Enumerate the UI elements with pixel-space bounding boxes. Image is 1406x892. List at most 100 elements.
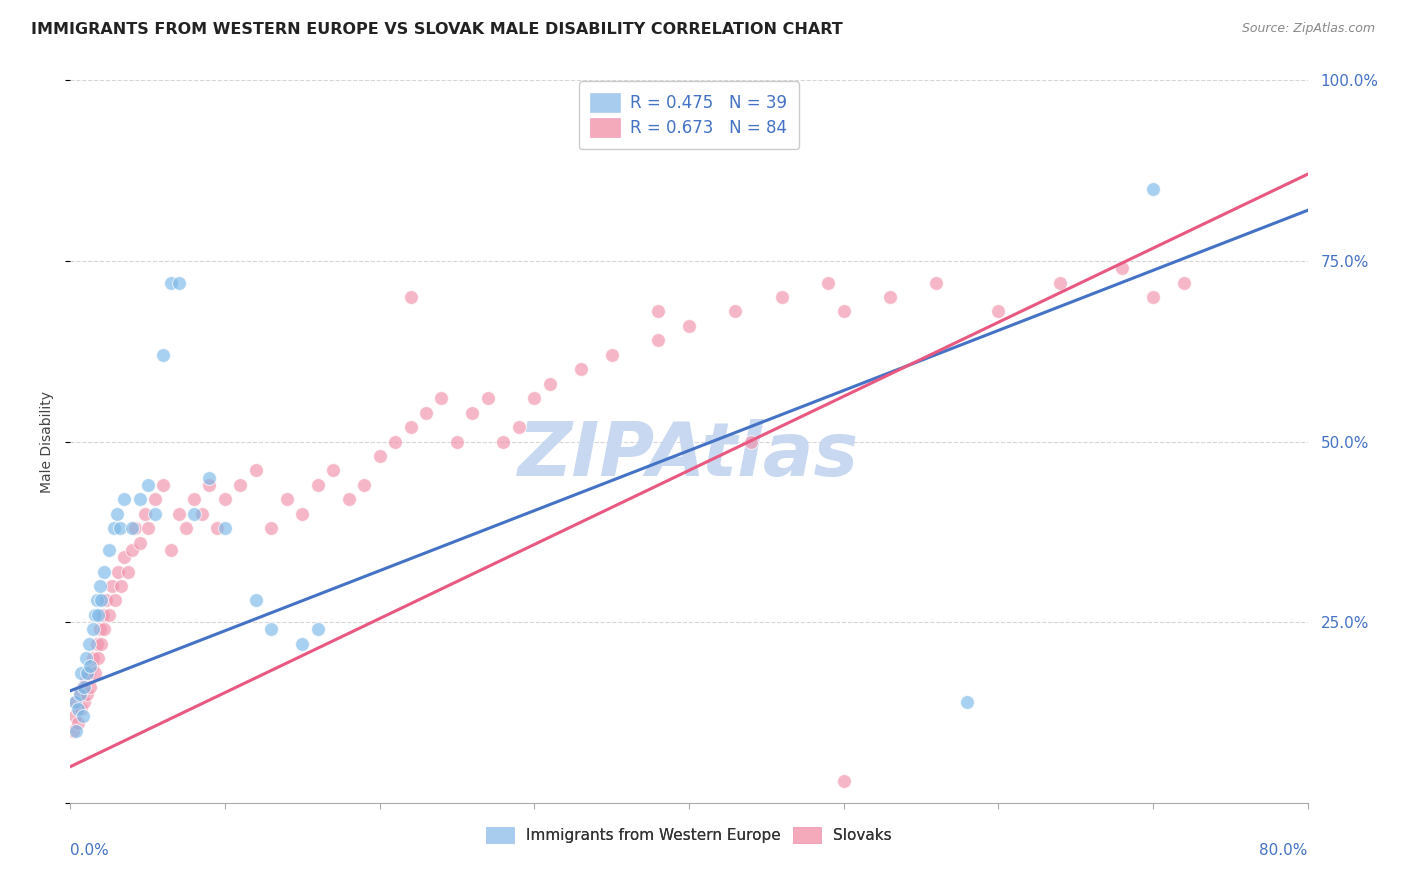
Point xyxy=(214,492,236,507)
Point xyxy=(214,521,236,535)
Point xyxy=(98,542,120,557)
Point xyxy=(69,687,91,701)
Point xyxy=(79,680,101,694)
Point xyxy=(430,391,453,405)
Point xyxy=(90,637,112,651)
Point xyxy=(245,593,267,607)
Point xyxy=(72,680,94,694)
Point xyxy=(260,521,283,535)
Point xyxy=(105,507,128,521)
Text: 80.0%: 80.0% xyxy=(1260,843,1308,857)
Point xyxy=(79,658,101,673)
Point xyxy=(93,565,115,579)
Point xyxy=(307,478,329,492)
Point xyxy=(107,565,129,579)
Point xyxy=(136,521,159,535)
Point xyxy=(198,470,221,484)
Point xyxy=(160,276,183,290)
Point xyxy=(322,463,344,477)
Point xyxy=(160,542,183,557)
Point xyxy=(461,406,484,420)
Point xyxy=(740,434,762,449)
Point xyxy=(101,579,124,593)
Point xyxy=(879,290,901,304)
Point xyxy=(67,716,90,731)
Point xyxy=(191,507,214,521)
Point xyxy=(75,673,97,687)
Point xyxy=(86,637,108,651)
Point xyxy=(70,665,93,680)
Point xyxy=(384,434,406,449)
Point xyxy=(87,651,110,665)
Point xyxy=(770,290,793,304)
Point xyxy=(63,709,86,723)
Point xyxy=(103,521,125,535)
Text: ZIPAtlas: ZIPAtlas xyxy=(519,419,859,492)
Point xyxy=(117,565,139,579)
Point xyxy=(63,695,86,709)
Point xyxy=(90,593,112,607)
Point xyxy=(134,507,156,521)
Point xyxy=(121,521,143,535)
Point xyxy=(76,687,98,701)
Point xyxy=(307,623,329,637)
Point xyxy=(174,521,197,535)
Point xyxy=(508,420,530,434)
Point xyxy=(121,542,143,557)
Point xyxy=(229,478,252,492)
Text: IMMIGRANTS FROM WESTERN EUROPE VS SLOVAK MALE DISABILITY CORRELATION CHART: IMMIGRANTS FROM WESTERN EUROPE VS SLOVAK… xyxy=(31,22,842,37)
Point xyxy=(569,362,592,376)
Point xyxy=(678,318,700,333)
Point xyxy=(87,607,110,622)
Point xyxy=(136,478,159,492)
Point xyxy=(600,348,623,362)
Text: Source: ZipAtlas.com: Source: ZipAtlas.com xyxy=(1241,22,1375,36)
Point xyxy=(1049,276,1071,290)
Text: 0.0%: 0.0% xyxy=(70,843,110,857)
Point xyxy=(129,535,152,549)
Point xyxy=(724,304,747,318)
Point xyxy=(84,665,107,680)
Point xyxy=(145,492,166,507)
Point xyxy=(72,709,94,723)
Point xyxy=(291,637,314,651)
Point xyxy=(276,492,298,507)
Point xyxy=(987,304,1010,318)
Point xyxy=(93,623,115,637)
Point xyxy=(75,651,97,665)
Legend: Immigrants from Western Europe, Slovaks: Immigrants from Western Europe, Slovaks xyxy=(481,822,897,849)
Point xyxy=(84,607,107,622)
Point xyxy=(832,774,855,789)
Point xyxy=(368,449,391,463)
Point xyxy=(925,276,948,290)
Point xyxy=(129,492,152,507)
Point xyxy=(1173,276,1195,290)
Point xyxy=(91,607,114,622)
Point xyxy=(73,680,96,694)
Point xyxy=(73,695,96,709)
Point xyxy=(207,521,229,535)
Point xyxy=(291,507,314,521)
Y-axis label: Male Disability: Male Disability xyxy=(41,391,55,492)
Point xyxy=(124,521,146,535)
Point xyxy=(1142,182,1164,196)
Point xyxy=(82,651,105,665)
Point xyxy=(245,463,267,477)
Point xyxy=(108,521,131,535)
Point xyxy=(1111,261,1133,276)
Point xyxy=(89,623,111,637)
Point xyxy=(647,334,669,348)
Point xyxy=(80,658,103,673)
Point xyxy=(523,391,546,405)
Point xyxy=(77,637,100,651)
Point xyxy=(145,507,166,521)
Point xyxy=(167,276,190,290)
Point xyxy=(104,593,127,607)
Point xyxy=(183,492,205,507)
Point xyxy=(67,702,90,716)
Point xyxy=(86,593,108,607)
Point xyxy=(152,348,174,362)
Point xyxy=(956,695,979,709)
Point xyxy=(110,579,132,593)
Point xyxy=(446,434,468,449)
